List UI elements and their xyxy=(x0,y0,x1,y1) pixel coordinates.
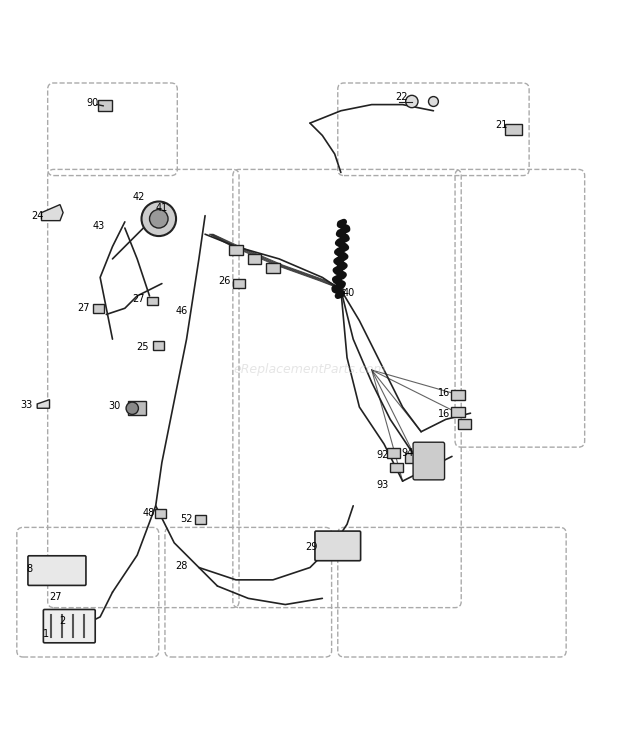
Text: 28: 28 xyxy=(175,561,188,571)
Polygon shape xyxy=(37,400,50,408)
Bar xyxy=(93,304,104,312)
Bar xyxy=(389,462,403,472)
Bar xyxy=(99,101,112,112)
Text: 16: 16 xyxy=(438,388,450,398)
Bar xyxy=(247,254,261,264)
Bar xyxy=(147,297,158,305)
Bar xyxy=(229,245,242,255)
Bar xyxy=(451,390,465,400)
Text: 90: 90 xyxy=(87,98,99,108)
Text: 94: 94 xyxy=(401,448,414,458)
Bar xyxy=(153,341,164,349)
Text: 48: 48 xyxy=(142,508,154,518)
Bar xyxy=(155,510,166,518)
Circle shape xyxy=(428,97,438,107)
Text: 33: 33 xyxy=(20,400,32,410)
Bar xyxy=(386,448,400,458)
Circle shape xyxy=(405,95,418,108)
Text: 29: 29 xyxy=(305,542,317,552)
Text: 2: 2 xyxy=(59,616,65,626)
FancyBboxPatch shape xyxy=(28,556,86,585)
Text: 46: 46 xyxy=(175,306,188,317)
Text: 43: 43 xyxy=(93,221,105,231)
Text: 42: 42 xyxy=(132,192,144,202)
Text: 26: 26 xyxy=(219,275,231,286)
Bar xyxy=(451,407,465,417)
FancyBboxPatch shape xyxy=(43,610,95,643)
FancyBboxPatch shape xyxy=(413,443,445,480)
Text: eReplacementParts.com: eReplacementParts.com xyxy=(234,363,386,377)
Circle shape xyxy=(149,209,168,228)
Bar xyxy=(458,420,471,429)
Text: 21: 21 xyxy=(495,120,508,130)
Text: 27: 27 xyxy=(78,303,90,313)
Bar xyxy=(128,402,146,415)
Text: 24: 24 xyxy=(31,211,43,221)
Bar xyxy=(266,263,280,273)
Text: 93: 93 xyxy=(377,480,389,491)
Text: 27: 27 xyxy=(50,592,62,602)
Bar xyxy=(234,279,244,288)
Text: 30: 30 xyxy=(108,401,120,411)
Text: 1: 1 xyxy=(43,628,49,639)
Text: 41: 41 xyxy=(156,204,168,213)
Bar xyxy=(195,515,206,524)
Circle shape xyxy=(126,402,138,414)
Polygon shape xyxy=(42,204,63,221)
Text: 27: 27 xyxy=(132,294,144,304)
Text: 92: 92 xyxy=(376,450,389,460)
Text: 16: 16 xyxy=(438,409,450,420)
Bar xyxy=(405,453,418,462)
Text: 25: 25 xyxy=(136,342,148,352)
FancyBboxPatch shape xyxy=(315,531,361,561)
Text: 22: 22 xyxy=(395,92,407,101)
Text: 52: 52 xyxy=(180,514,193,525)
Text: 8: 8 xyxy=(26,564,32,574)
Bar xyxy=(505,124,522,135)
Text: 40: 40 xyxy=(342,288,355,297)
Circle shape xyxy=(141,201,176,236)
